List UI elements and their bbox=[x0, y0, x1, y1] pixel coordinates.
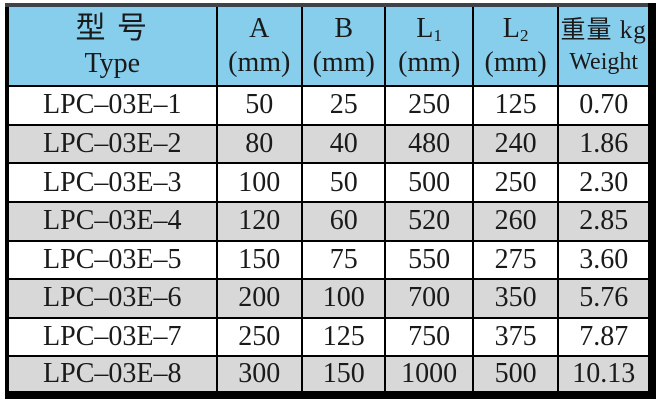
header-type-zh: 型 号 bbox=[75, 11, 150, 45]
cell-a: 50 bbox=[215, 85, 304, 126]
cell-l2: 240 bbox=[471, 123, 560, 165]
cell-type: LPC–03E–3 bbox=[6, 162, 218, 203]
header-b-label: B bbox=[334, 12, 354, 44]
cell-a: 300 bbox=[215, 355, 304, 396]
cell-l1: 1000 bbox=[384, 355, 474, 396]
cell-a: 250 bbox=[215, 316, 304, 358]
header-weight-zh: 重量 kg bbox=[560, 17, 647, 45]
table-row: LPC–03E–6 200 100 700 350 5.76 bbox=[6, 278, 653, 319]
cell-l2: 375 bbox=[471, 316, 560, 358]
header-b-unit: (mm) bbox=[312, 47, 375, 78]
cell-a: 200 bbox=[215, 278, 304, 319]
table-row: LPC–03E–5 150 75 550 275 3.60 bbox=[6, 239, 653, 281]
spec-table-frame: 型 号 Type A (mm) B (mm) L1 (mm) L2 (mm) bbox=[5, 3, 656, 399]
header-weight-en: Weight bbox=[569, 48, 639, 75]
header-a-unit: (mm) bbox=[228, 47, 291, 78]
cell-weight: 0.70 bbox=[557, 85, 653, 126]
cell-b: 50 bbox=[301, 162, 387, 203]
header-row: 型 号 Type A (mm) B (mm) L1 (mm) L2 (mm) bbox=[6, 4, 653, 87]
table-row: LPC–03E–4 120 60 520 260 2.85 bbox=[6, 200, 653, 242]
cell-weight: 5.76 bbox=[557, 278, 653, 319]
cell-a: 80 bbox=[215, 123, 304, 165]
cell-l2: 260 bbox=[471, 200, 560, 242]
table-row: LPC–03E–7 250 125 750 375 7.87 bbox=[6, 316, 653, 358]
cell-l1: 250 bbox=[384, 85, 474, 126]
header-b: B (mm) bbox=[301, 4, 387, 87]
table-row: LPC–03E–2 80 40 480 240 1.86 bbox=[6, 123, 653, 165]
cell-l2: 350 bbox=[471, 278, 560, 319]
header-l2-unit: (mm) bbox=[484, 47, 547, 78]
header-weight: 重量 kg Weight bbox=[557, 4, 653, 87]
cell-l1: 550 bbox=[384, 239, 474, 281]
cell-l2: 275 bbox=[471, 239, 560, 281]
cell-type: LPC–03E–1 bbox=[6, 85, 218, 126]
cell-b: 125 bbox=[301, 316, 387, 358]
cell-l1: 750 bbox=[384, 316, 474, 358]
table-row: LPC–03E–1 50 25 250 125 0.70 bbox=[6, 85, 653, 126]
cell-type: LPC–03E–5 bbox=[6, 239, 218, 281]
header-l1-unit: (mm) bbox=[398, 47, 461, 78]
cell-l1: 480 bbox=[384, 123, 474, 165]
cell-type: LPC–03E–7 bbox=[6, 316, 218, 358]
header-l1: L1 (mm) bbox=[384, 4, 474, 87]
cell-l1: 700 bbox=[384, 278, 474, 319]
cell-type: LPC–03E–6 bbox=[6, 278, 218, 319]
cell-l1: 500 bbox=[384, 162, 474, 203]
cell-a: 100 bbox=[215, 162, 304, 203]
cell-a: 120 bbox=[215, 200, 304, 242]
cell-l2: 250 bbox=[471, 162, 560, 203]
cell-weight: 3.60 bbox=[557, 239, 653, 281]
header-type-en: Type bbox=[84, 48, 141, 80]
header-l1-label: L bbox=[416, 12, 434, 44]
cell-l1: 520 bbox=[384, 200, 474, 242]
cell-type: LPC–03E–8 bbox=[6, 355, 218, 396]
cell-type: LPC–03E–4 bbox=[6, 200, 218, 242]
header-type: 型 号 Type bbox=[6, 4, 218, 87]
header-a: A (mm) bbox=[215, 4, 304, 87]
cell-b: 60 bbox=[301, 200, 387, 242]
cell-b: 40 bbox=[301, 123, 387, 165]
cell-b: 100 bbox=[301, 278, 387, 319]
cell-type: LPC–03E–2 bbox=[6, 123, 218, 165]
cell-l2: 500 bbox=[471, 355, 560, 396]
cell-weight: 1.86 bbox=[557, 123, 653, 165]
table-header: 型 号 Type A (mm) B (mm) L1 (mm) L2 (mm) bbox=[6, 4, 653, 87]
header-l2: L2 (mm) bbox=[471, 4, 560, 87]
header-l1-sub: 1 bbox=[433, 25, 443, 45]
spec-table: 型 号 Type A (mm) B (mm) L1 (mm) L2 (mm) bbox=[5, 3, 656, 399]
cell-b: 150 bbox=[301, 355, 387, 396]
cell-b: 25 bbox=[301, 85, 387, 126]
cell-weight: 2.85 bbox=[557, 200, 653, 242]
table-row: LPC–03E–8 300 150 1000 500 10.13 bbox=[6, 355, 653, 396]
cell-weight: 2.30 bbox=[557, 162, 653, 203]
header-a-label: A bbox=[249, 12, 270, 44]
cell-weight: 10.13 bbox=[557, 355, 653, 396]
header-l2-sub: 2 bbox=[519, 25, 529, 45]
cell-weight: 7.87 bbox=[557, 316, 653, 358]
table-row: LPC–03E–3 100 50 500 250 2.30 bbox=[6, 162, 653, 203]
cell-a: 150 bbox=[215, 239, 304, 281]
cell-b: 75 bbox=[301, 239, 387, 281]
cell-l2: 125 bbox=[471, 85, 560, 126]
table-body: LPC–03E–1 50 25 250 125 0.70 LPC–03E–2 80 40 480 2… bbox=[6, 85, 653, 396]
header-l2-label: L bbox=[502, 12, 520, 44]
